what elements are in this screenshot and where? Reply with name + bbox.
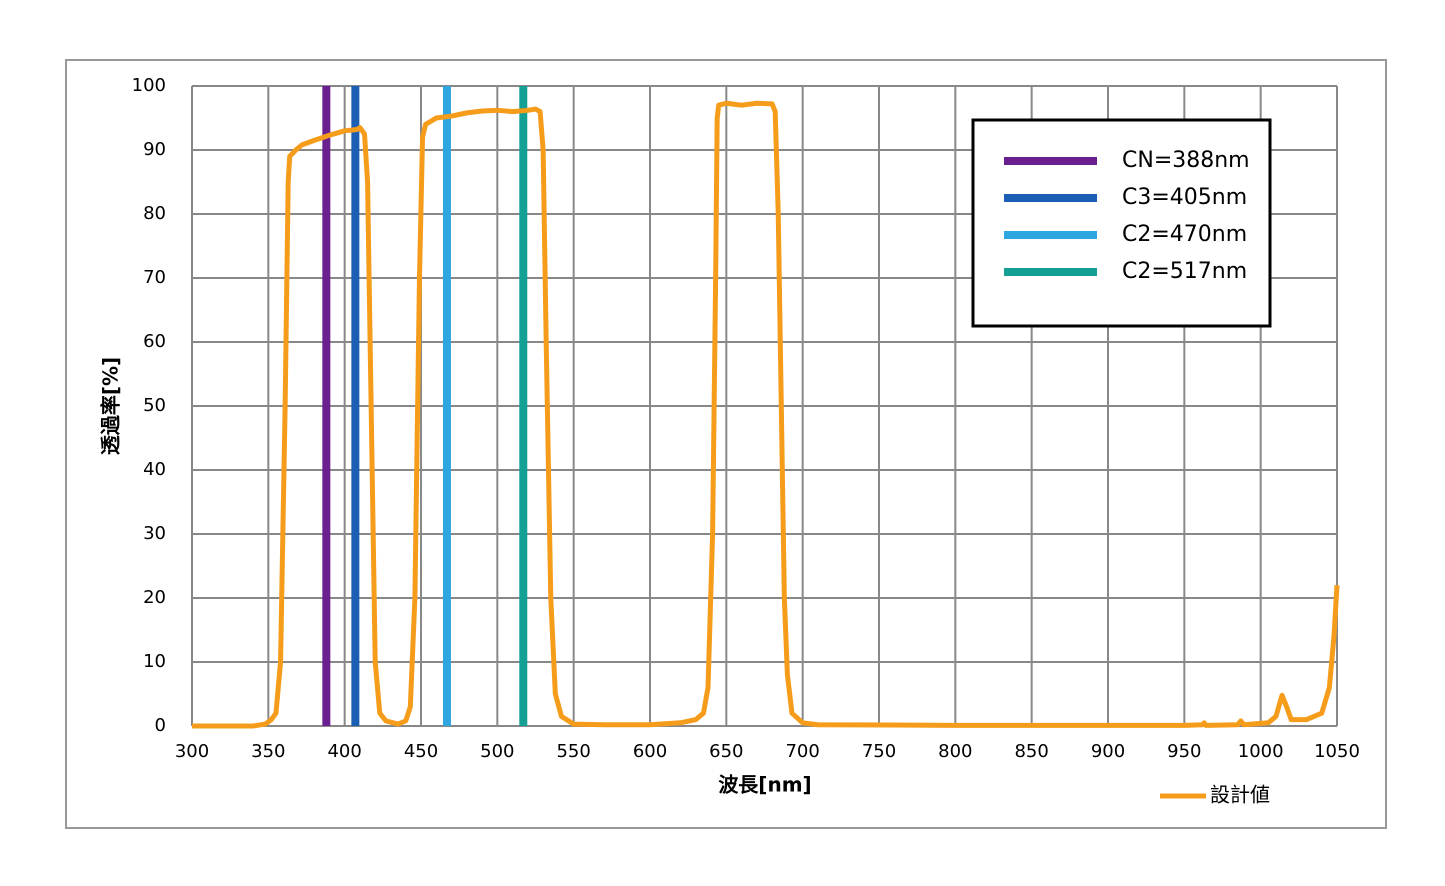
y-tick-label: 100 <box>132 75 166 96</box>
y-tick-label: 10 <box>143 651 166 672</box>
x-tick-label: 350 <box>251 741 285 762</box>
x-tick-label: 450 <box>404 741 438 762</box>
x-tick-label: 800 <box>938 741 972 762</box>
legend-label: CN=388nm <box>1122 148 1250 173</box>
x-tick-label: 400 <box>327 741 361 762</box>
y-tick-label: 60 <box>143 331 166 352</box>
x-tick-label: 700 <box>785 741 819 762</box>
y-tick-label: 0 <box>155 715 166 736</box>
x-axis-label: 波長[nm] <box>718 773 811 797</box>
x-tick-label: 750 <box>862 741 896 762</box>
y-tick-label: 80 <box>143 203 166 224</box>
x-tick-label: 1050 <box>1314 741 1360 762</box>
y-tick-label: 90 <box>143 139 166 160</box>
x-tick-label: 850 <box>1014 741 1048 762</box>
x-tick-label: 300 <box>175 741 209 762</box>
y-tick-label: 40 <box>143 459 166 480</box>
y-tick-label: 30 <box>143 523 166 544</box>
x-tick-label: 500 <box>480 741 514 762</box>
x-tick-label: 1000 <box>1238 741 1284 762</box>
y-axis-label: 透過率[%] <box>99 357 123 455</box>
data-line <box>192 100 1340 729</box>
y-tick-label: 50 <box>143 395 166 416</box>
legend-label: C2=470nm <box>1122 222 1247 247</box>
y-tick-label: 20 <box>143 587 166 608</box>
x-tick-label: 550 <box>556 741 590 762</box>
legend-box <box>971 118 1272 328</box>
x-tick-label: 600 <box>633 741 667 762</box>
legend-label: C2=517nm <box>1122 259 1247 284</box>
x-tick-label: 650 <box>709 741 743 762</box>
y-tick-label: 70 <box>143 267 166 288</box>
legend-label: C3=405nm <box>1122 185 1247 210</box>
x-tick-label: 900 <box>1091 741 1125 762</box>
x-tick-label: 950 <box>1167 741 1201 762</box>
legend-label: 設計値 <box>1210 783 1270 807</box>
